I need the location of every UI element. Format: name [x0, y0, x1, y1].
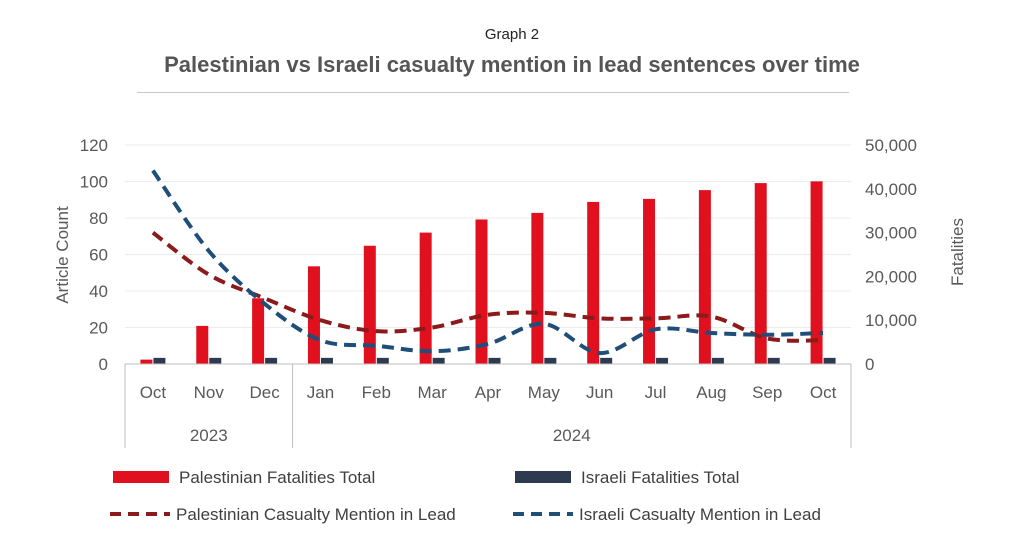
left-tick-label: 120 [80, 136, 108, 155]
category-label: Jul [645, 383, 667, 402]
category-label: Sep [752, 383, 782, 402]
palestinian-fatalities-bar [810, 181, 823, 364]
israeli-fatalities-bar [488, 357, 501, 364]
israeli-fatalities-bar [376, 357, 389, 364]
lines [151, 169, 824, 356]
legend-swatch [113, 471, 169, 483]
palestinian-fatalities-bar [531, 212, 544, 364]
legend-label: Israeli Fatalities Total [581, 468, 739, 487]
category-label: Oct [810, 383, 837, 402]
israeli-fatalities-bar [767, 357, 780, 364]
category-label: Mar [418, 383, 448, 402]
palestinian-fatalities-bar [363, 245, 376, 364]
palestinian-fatalities-bar [698, 190, 711, 364]
right-tick-label: 10,000 [865, 311, 917, 330]
category-label: May [528, 383, 561, 402]
legend: Palestinian Fatalities Total Israeli Fata… [110, 468, 821, 524]
right-tick-label: 30,000 [865, 224, 917, 243]
palestinian-fatalities-bar [140, 359, 153, 364]
left-tick-label: 60 [89, 246, 108, 265]
chart-title: Palestinian vs Israeli casualty mention … [164, 52, 860, 77]
israeli-fatalities-bar [656, 357, 669, 364]
palestinian-fatalities-bar [643, 198, 656, 364]
right-axis-ticks: 0 10,000 20,000 30,000 40,000 50,000 [865, 136, 917, 374]
israeli-fatalities-bar [153, 357, 166, 364]
israeli-fatalities-bar [711, 357, 724, 364]
category-label: Dec [249, 383, 280, 402]
israeli-fatalities-bar [265, 357, 278, 364]
left-tick-label: 80 [89, 209, 108, 228]
left-axis-title: Article Count [53, 206, 72, 304]
israeli-fatalities-bar [432, 357, 445, 364]
left-tick-label: 20 [89, 319, 108, 338]
right-tick-label: 40,000 [865, 180, 917, 199]
palestinian-fatalities-bar [475, 219, 488, 364]
category-label: Aug [696, 383, 726, 402]
category-label: Nov [194, 383, 225, 402]
year-label: 2024 [553, 426, 591, 445]
israeli-fatalities-bar [544, 357, 557, 364]
right-tick-label: 0 [865, 355, 874, 374]
israeli-fatalities-bar [320, 357, 333, 364]
year-label: 2023 [190, 426, 228, 445]
graph-number: Graph 2 [484, 26, 540, 43]
palestinian-fatalities-bar [252, 298, 265, 364]
israeli-fatalities-bar [209, 357, 222, 364]
palestinian-mention-line [151, 231, 824, 343]
left-axis-ticks: 0 20 40 60 80 100 120 [80, 136, 108, 374]
category-axis: Oct Nov Dec Jan Feb Mar Apr May Jun Jul Aug Sep Oct 2… [124, 363, 852, 448]
category-label: Apr [475, 383, 502, 402]
category-label: Feb [362, 383, 391, 402]
legend-swatch [515, 471, 571, 483]
israeli-fatalities-bar [823, 357, 836, 364]
israeli-mention-line [151, 169, 824, 356]
left-tick-label: 100 [80, 173, 108, 192]
legend-label: Palestinian Fatalities Total [179, 468, 375, 487]
left-tick-label: 0 [99, 355, 108, 374]
bars [140, 181, 836, 364]
legend-label: Israeli Casualty Mention in Lead [579, 505, 821, 524]
palestinian-fatalities-bar [587, 201, 600, 364]
right-axis-title: Fatalities [948, 218, 967, 286]
category-label: Oct [140, 383, 167, 402]
category-label: Jun [586, 383, 613, 402]
legend-label: Palestinian Casualty Mention in Lead [176, 505, 456, 524]
title-divider [137, 92, 849, 93]
palestinian-fatalities-bar [419, 232, 432, 364]
palestinian-fatalities-bar [754, 183, 767, 364]
palestinian-fatalities-bar [196, 325, 209, 364]
right-tick-label: 20,000 [865, 267, 917, 286]
right-tick-label: 50,000 [865, 136, 917, 155]
israeli-fatalities-bar [600, 357, 613, 364]
gridlines [125, 144, 851, 328]
left-tick-label: 40 [89, 282, 108, 301]
category-label: Jan [307, 383, 334, 402]
